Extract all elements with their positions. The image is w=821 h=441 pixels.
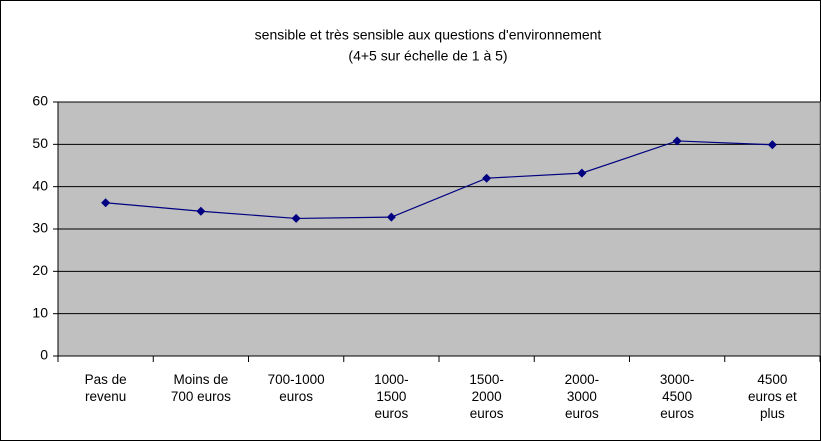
line-series bbox=[105, 140, 773, 220]
y-tick-label: 60 bbox=[32, 93, 48, 109]
x-tick-label: Moins de 700 euros bbox=[170, 372, 231, 404]
x-tick-label: Pas de revenu bbox=[84, 372, 127, 404]
y-tick-label: 20 bbox=[32, 262, 48, 278]
point-marker bbox=[386, 212, 396, 222]
x-tick-label: 3000-4500 euros bbox=[659, 372, 695, 421]
chart-title: sensible et très sensible aux questions … bbox=[255, 27, 602, 43]
point-marker bbox=[291, 213, 301, 223]
point-marker bbox=[672, 136, 682, 146]
y-tick-label: 40 bbox=[32, 177, 48, 193]
x-tick-label: 1000-1500 euros bbox=[374, 372, 409, 421]
x-tick-label: 700-1000 euros bbox=[267, 372, 325, 404]
x-tick-label: 1500-2000 euros bbox=[469, 372, 504, 421]
point-marker bbox=[767, 140, 777, 150]
y-tick-label: 10 bbox=[32, 304, 48, 320]
point-marker bbox=[101, 198, 111, 208]
y-tick-label: 50 bbox=[32, 135, 48, 151]
x-tick-label: 4500 euros et plus bbox=[747, 372, 797, 421]
point-marker bbox=[482, 173, 492, 183]
y-tick-label: 0 bbox=[40, 347, 48, 363]
y-tick-label: 30 bbox=[32, 220, 48, 236]
point-marker bbox=[577, 168, 587, 178]
x-tick-label: 2000-3000 euros bbox=[564, 372, 600, 421]
point-marker bbox=[196, 206, 206, 216]
chart-subtitle: (4+5 sur échelle de 1 à 5) bbox=[348, 48, 507, 64]
